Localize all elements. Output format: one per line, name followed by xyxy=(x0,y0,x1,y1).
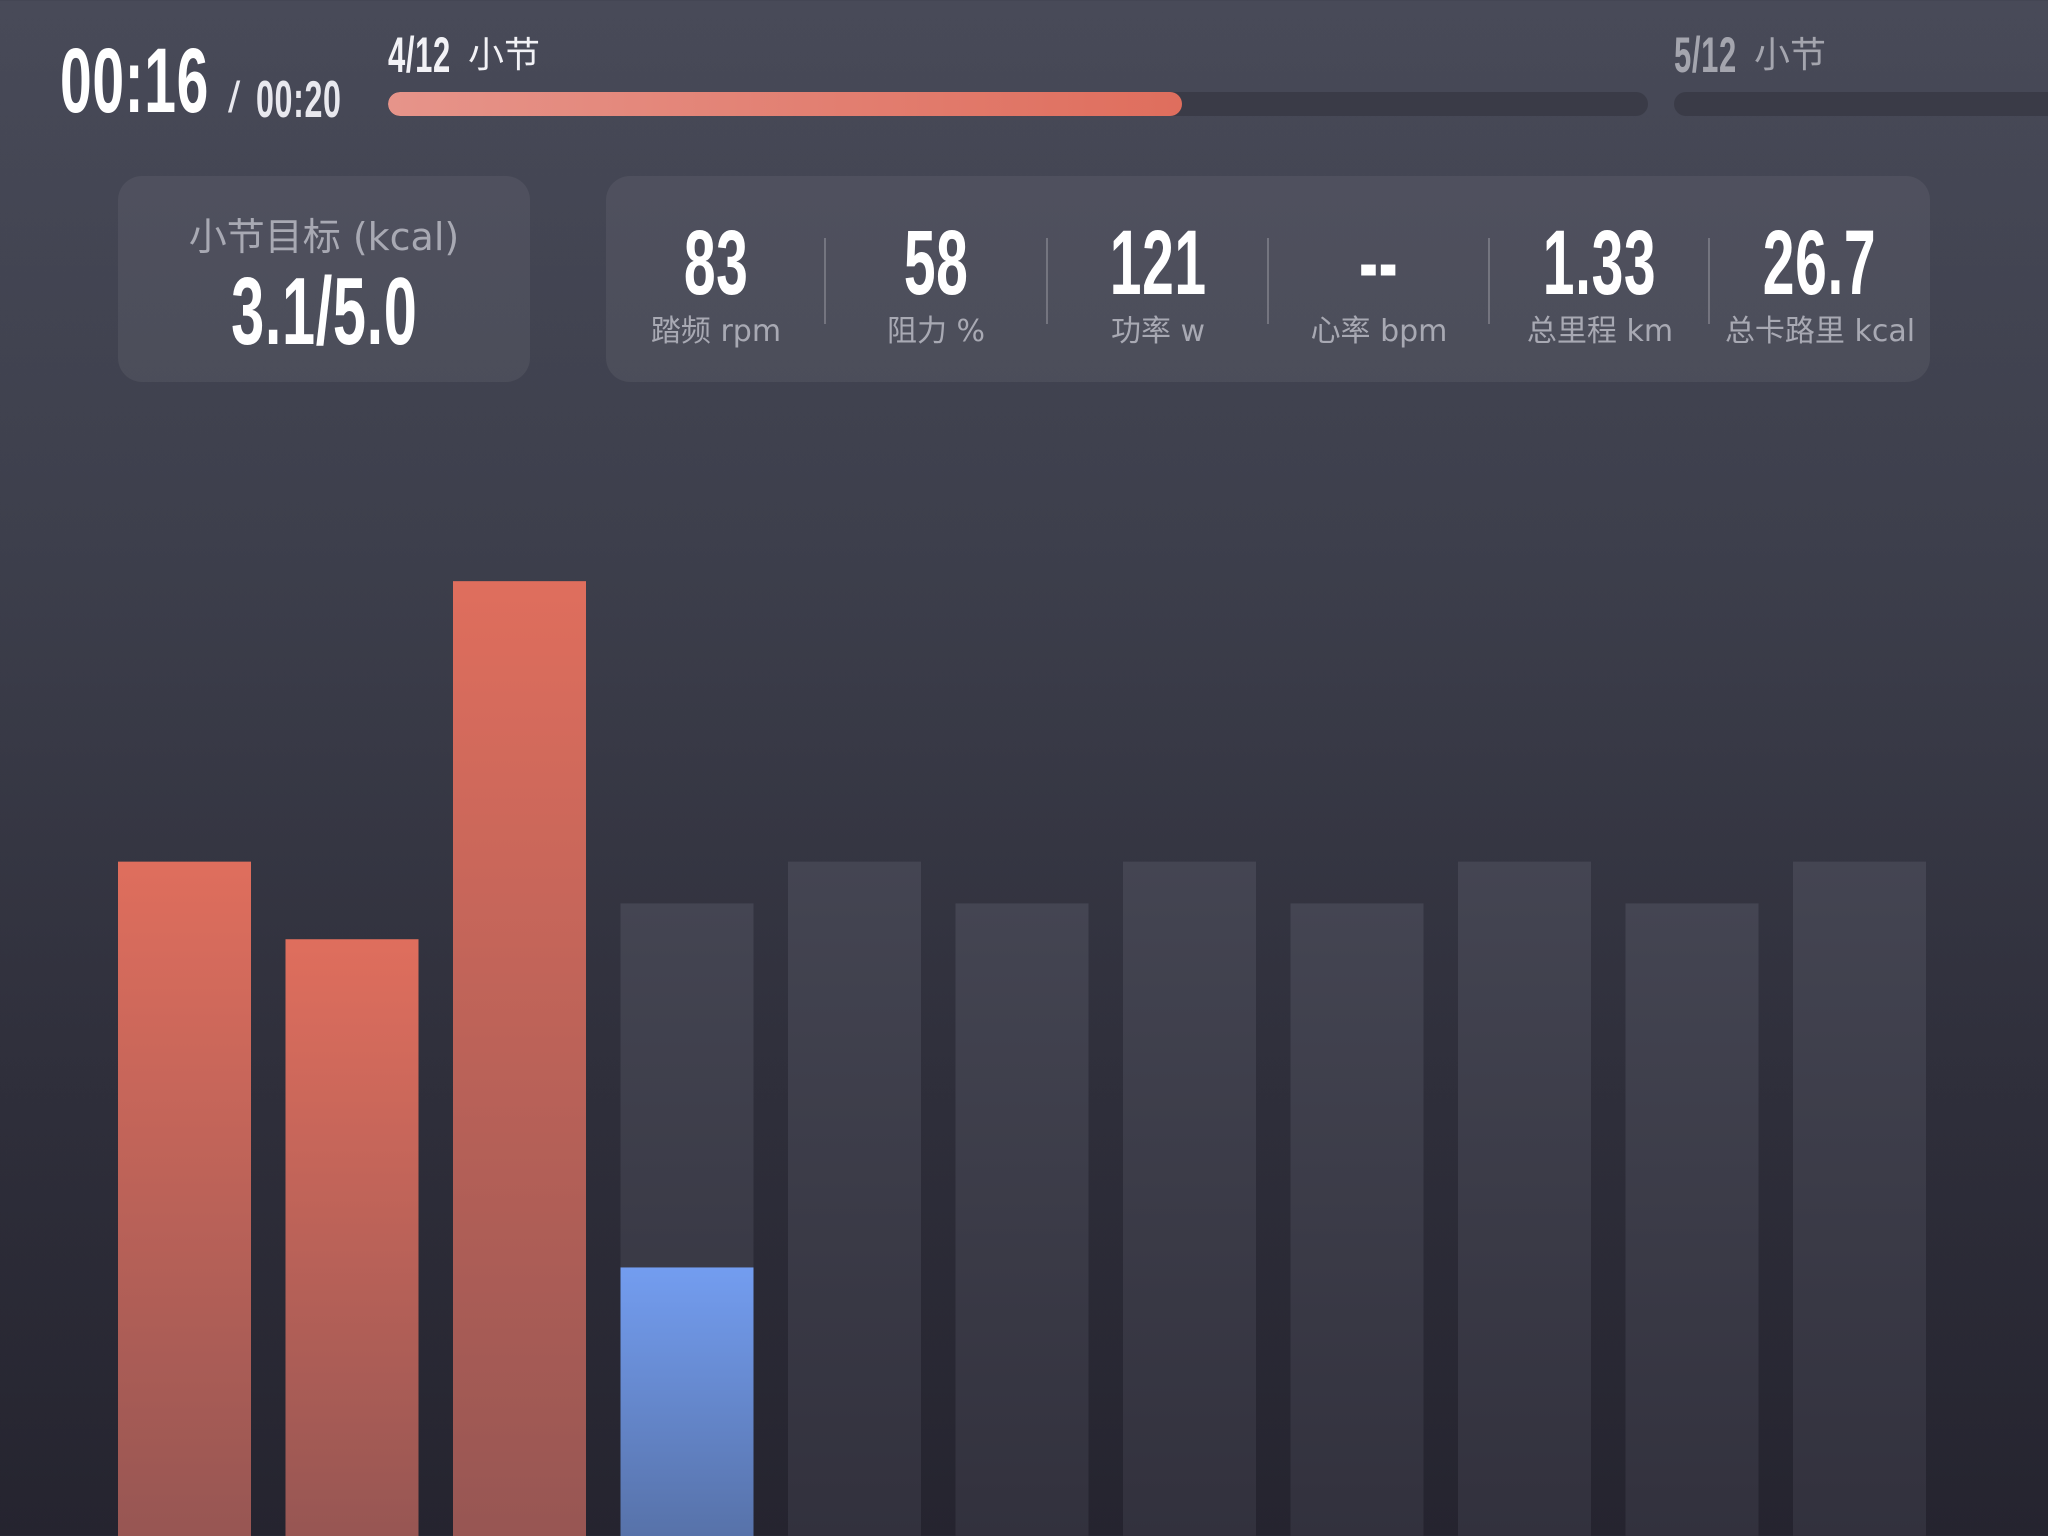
stat-divider xyxy=(1046,238,1048,324)
elapsed-time: 00:16 xyxy=(60,30,209,132)
next-segment-unit: 小节 xyxy=(1754,35,1827,76)
next-segment-progress xyxy=(1674,92,2048,116)
workout-timer: 00:16 / 00:20 xyxy=(60,30,380,132)
next-segment-label: 5/12 小节 xyxy=(1674,27,1826,83)
stat-power-value: 121 xyxy=(1109,212,1207,314)
stat-distance-label: 总里程 km xyxy=(1526,314,1674,349)
stat-resistance-value: 58 xyxy=(903,212,969,314)
stat-heart-rate: -- 心率 bpm xyxy=(1269,176,1489,382)
segment-goal-value: 3.1/5.0 xyxy=(230,258,418,365)
stat-cadence-value: 83 xyxy=(683,212,749,314)
bar-target-7 xyxy=(1123,861,1256,1536)
bar-target-9 xyxy=(1458,861,1591,1536)
stat-distance-value: 1.33 xyxy=(1543,212,1657,314)
bar-actual-1 xyxy=(118,861,251,1536)
current-segment-unit: 小节 xyxy=(468,35,541,76)
stat-calories-label: 总卡路里 kcal xyxy=(1724,314,1916,349)
stat-cadence-label: 踏频 rpm xyxy=(650,314,782,349)
stat-resistance: 58 阻力 % xyxy=(826,176,1046,382)
stat-cadence: 83 踏频 rpm xyxy=(606,176,826,382)
segment-goal-card: 小节目标 (kcal) 3.1/5.0 xyxy=(118,176,530,382)
stat-calories-value: 26.7 xyxy=(1763,212,1877,314)
stat-divider xyxy=(1267,238,1269,324)
stat-resistance-label: 阻力 % xyxy=(886,314,986,349)
bar-target-5 xyxy=(788,861,921,1536)
bar-actual-3 xyxy=(453,581,586,1536)
segment-goal-label: 小节目标 (kcal) xyxy=(188,215,460,259)
current-segment-label: 4/12 小节 xyxy=(388,27,540,83)
stat-divider xyxy=(1708,238,1710,324)
stat-divider xyxy=(824,238,826,324)
stat-distance: 1.33 总里程 km xyxy=(1490,176,1710,382)
current-segment-index: 4/12 xyxy=(388,27,451,83)
bar-target-8 xyxy=(1290,903,1424,1536)
current-segment-progress xyxy=(388,92,1648,116)
stat-divider xyxy=(1488,238,1490,324)
stat-heart-rate-label: 心率 bpm xyxy=(1310,314,1448,349)
stat-power: 121 功率 w xyxy=(1048,176,1268,382)
bar-actual-2 xyxy=(285,939,419,1536)
bar-target-6 xyxy=(955,903,1089,1536)
bar-target-11 xyxy=(1793,861,1926,1536)
bar-target-4 xyxy=(620,903,754,1536)
stat-power-label: 功率 w xyxy=(1110,314,1206,349)
bar-actual-4 xyxy=(620,1267,754,1536)
next-segment-index: 5/12 xyxy=(1674,27,1737,83)
stat-heart-rate-value: -- xyxy=(1359,212,1399,314)
stats-card: 83 踏频 rpm 58 阻力 % 121 功率 w -- 心率 bpm 1.3… xyxy=(606,176,1930,382)
bar-target-10 xyxy=(1625,903,1759,1536)
total-time: 00:20 xyxy=(256,71,342,129)
timer-separator: / xyxy=(228,73,241,122)
stat-calories: 26.7 总卡路里 kcal xyxy=(1710,176,1930,382)
current-segment-progress-fill xyxy=(388,92,1182,116)
